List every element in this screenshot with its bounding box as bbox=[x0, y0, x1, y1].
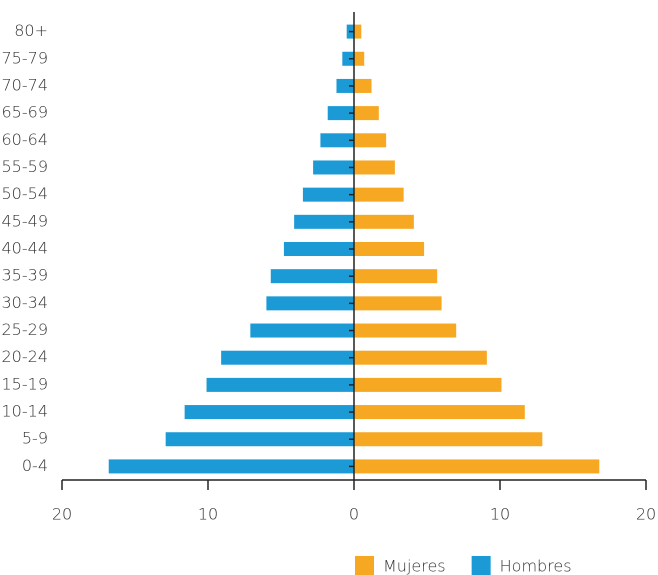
bar bbox=[354, 432, 543, 447]
bar bbox=[354, 296, 442, 311]
bar bbox=[313, 160, 354, 175]
bar bbox=[270, 269, 354, 284]
y-tick-label: 45-49 bbox=[2, 211, 49, 230]
bar bbox=[354, 323, 457, 338]
bar bbox=[354, 187, 404, 202]
bar bbox=[294, 214, 354, 229]
y-tick-label: 80+ bbox=[14, 21, 48, 40]
y-tick-label: 65-69 bbox=[2, 103, 49, 122]
x-tick-label: 10 bbox=[198, 505, 218, 524]
y-tick-label: 40-44 bbox=[2, 239, 49, 258]
y-tick-label: 35-39 bbox=[2, 266, 49, 285]
bar bbox=[327, 106, 354, 121]
bar bbox=[108, 459, 354, 474]
bar bbox=[354, 405, 525, 420]
x-tick-label: 0 bbox=[349, 505, 359, 524]
x-tick-label: 20 bbox=[636, 505, 656, 524]
bar bbox=[221, 350, 354, 365]
y-tick-label: 70-74 bbox=[2, 75, 49, 94]
bar bbox=[354, 350, 487, 365]
y-tick-label: 75-79 bbox=[2, 48, 49, 67]
bar bbox=[165, 432, 354, 447]
bar bbox=[206, 377, 354, 392]
bar bbox=[302, 187, 354, 202]
bar bbox=[184, 405, 354, 420]
x-tick-label: 20 bbox=[52, 505, 72, 524]
y-tick-label: 55-59 bbox=[2, 157, 49, 176]
bar bbox=[354, 106, 379, 121]
y-tick-label: 50-54 bbox=[2, 184, 49, 203]
bar bbox=[336, 78, 354, 93]
y-tick-label: 15-19 bbox=[2, 374, 49, 393]
bar bbox=[354, 242, 425, 256]
bar bbox=[354, 160, 395, 175]
legend-label: Mujeres bbox=[383, 557, 446, 575]
bar bbox=[342, 51, 354, 66]
bar bbox=[354, 133, 387, 148]
legend-swatch bbox=[355, 556, 374, 575]
y-tick-label: 30-34 bbox=[2, 293, 49, 312]
y-tick-label: 20-24 bbox=[2, 347, 49, 366]
bar bbox=[250, 323, 354, 338]
bar bbox=[354, 214, 414, 229]
bar bbox=[266, 296, 354, 311]
bar bbox=[320, 133, 354, 148]
bar bbox=[354, 78, 372, 93]
bar bbox=[354, 51, 365, 66]
x-tick-label: 10 bbox=[490, 505, 510, 524]
legend-label: Hombres bbox=[500, 557, 572, 575]
y-tick-label: 5-9 bbox=[22, 429, 48, 448]
bar bbox=[354, 459, 600, 474]
y-tick-label: 0-4 bbox=[22, 456, 48, 475]
y-tick-label: 10-14 bbox=[2, 402, 49, 421]
legend-swatch bbox=[471, 556, 491, 575]
bar bbox=[283, 242, 354, 256]
bar bbox=[354, 269, 438, 284]
bar bbox=[354, 377, 502, 392]
y-tick-label: 25-29 bbox=[2, 320, 49, 339]
y-tick-label: 60-64 bbox=[2, 130, 49, 149]
bar bbox=[354, 24, 362, 39]
